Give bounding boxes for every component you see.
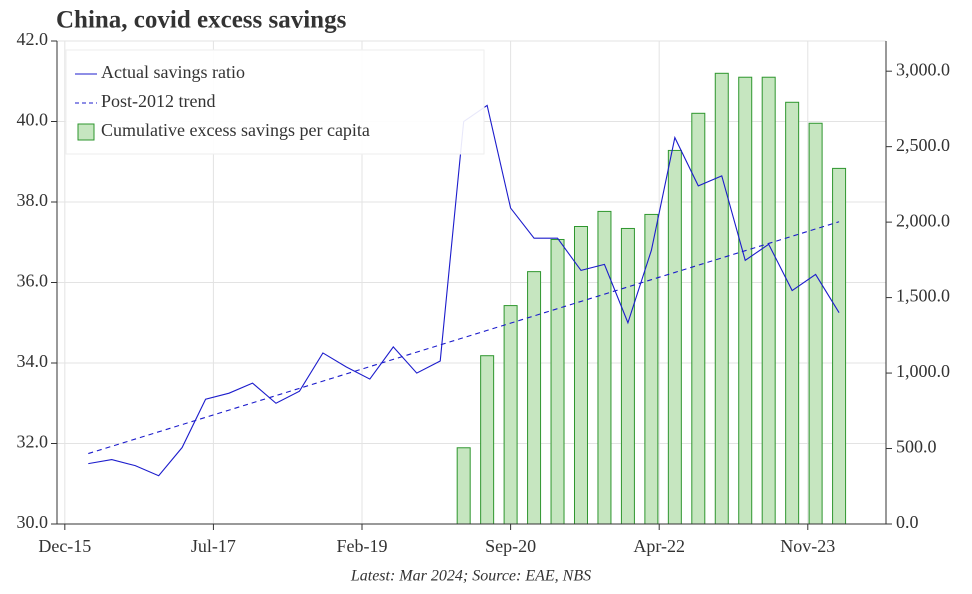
bar bbox=[620, 227, 635, 525]
y-tick-label: 42.0 bbox=[17, 29, 49, 49]
chart-title: China, covid excess savings bbox=[56, 7, 347, 34]
bar bbox=[527, 271, 542, 525]
bar bbox=[480, 355, 495, 525]
y2-tick-label: 500.0 bbox=[896, 437, 937, 457]
x-tick-label: Feb-19 bbox=[337, 536, 388, 556]
y2-tick-label: 2,000.0 bbox=[896, 210, 950, 230]
y-tick-label: 34.0 bbox=[17, 351, 49, 371]
footnote: Latest: Mar 2024; Source: EAE, NBS bbox=[350, 568, 591, 585]
y-tick-label: 38.0 bbox=[17, 190, 49, 210]
x-tick-label: Sep-20 bbox=[485, 536, 536, 556]
y2-tick-label: 1,500.0 bbox=[896, 286, 950, 306]
x-tick-label: Dec-15 bbox=[38, 536, 91, 556]
bar bbox=[738, 76, 753, 525]
bar bbox=[667, 149, 682, 525]
bar bbox=[691, 112, 706, 525]
y2-tick-label: 3,000.0 bbox=[896, 59, 950, 79]
bar bbox=[808, 122, 823, 525]
x-tick-label: Jul-17 bbox=[191, 536, 236, 556]
y2-tick-label: 1,000.0 bbox=[896, 361, 950, 381]
legend-swatch bbox=[77, 123, 95, 141]
x-tick-label: Nov-23 bbox=[780, 536, 835, 556]
line bbox=[88, 221, 840, 455]
legend-label: Actual savings ratio bbox=[101, 62, 245, 82]
legend-label: Post-2012 trend bbox=[101, 91, 216, 111]
legend-label: Cumulative excess savings per capita bbox=[101, 120, 370, 140]
legend: Actual savings ratio Post-2012 trend Cumul… bbox=[65, 49, 485, 155]
bar bbox=[573, 226, 588, 525]
y2-tick-label: 0.0 bbox=[896, 512, 919, 532]
y-tick-label: 40.0 bbox=[17, 110, 49, 130]
bar bbox=[761, 76, 776, 525]
y-tick-label: 32.0 bbox=[17, 432, 49, 452]
bar bbox=[456, 447, 471, 525]
bar bbox=[503, 305, 518, 525]
bar bbox=[597, 210, 612, 525]
legend-box bbox=[65, 49, 485, 155]
bar bbox=[714, 72, 729, 525]
y-tick-label: 30.0 bbox=[17, 512, 49, 532]
bar bbox=[550, 238, 565, 525]
bar bbox=[785, 101, 800, 525]
y2-tick-label: 2,500.0 bbox=[896, 135, 950, 155]
y-tick-label: 36.0 bbox=[17, 271, 49, 291]
x-tick-label: Apr-22 bbox=[633, 536, 685, 556]
bar bbox=[644, 213, 659, 525]
